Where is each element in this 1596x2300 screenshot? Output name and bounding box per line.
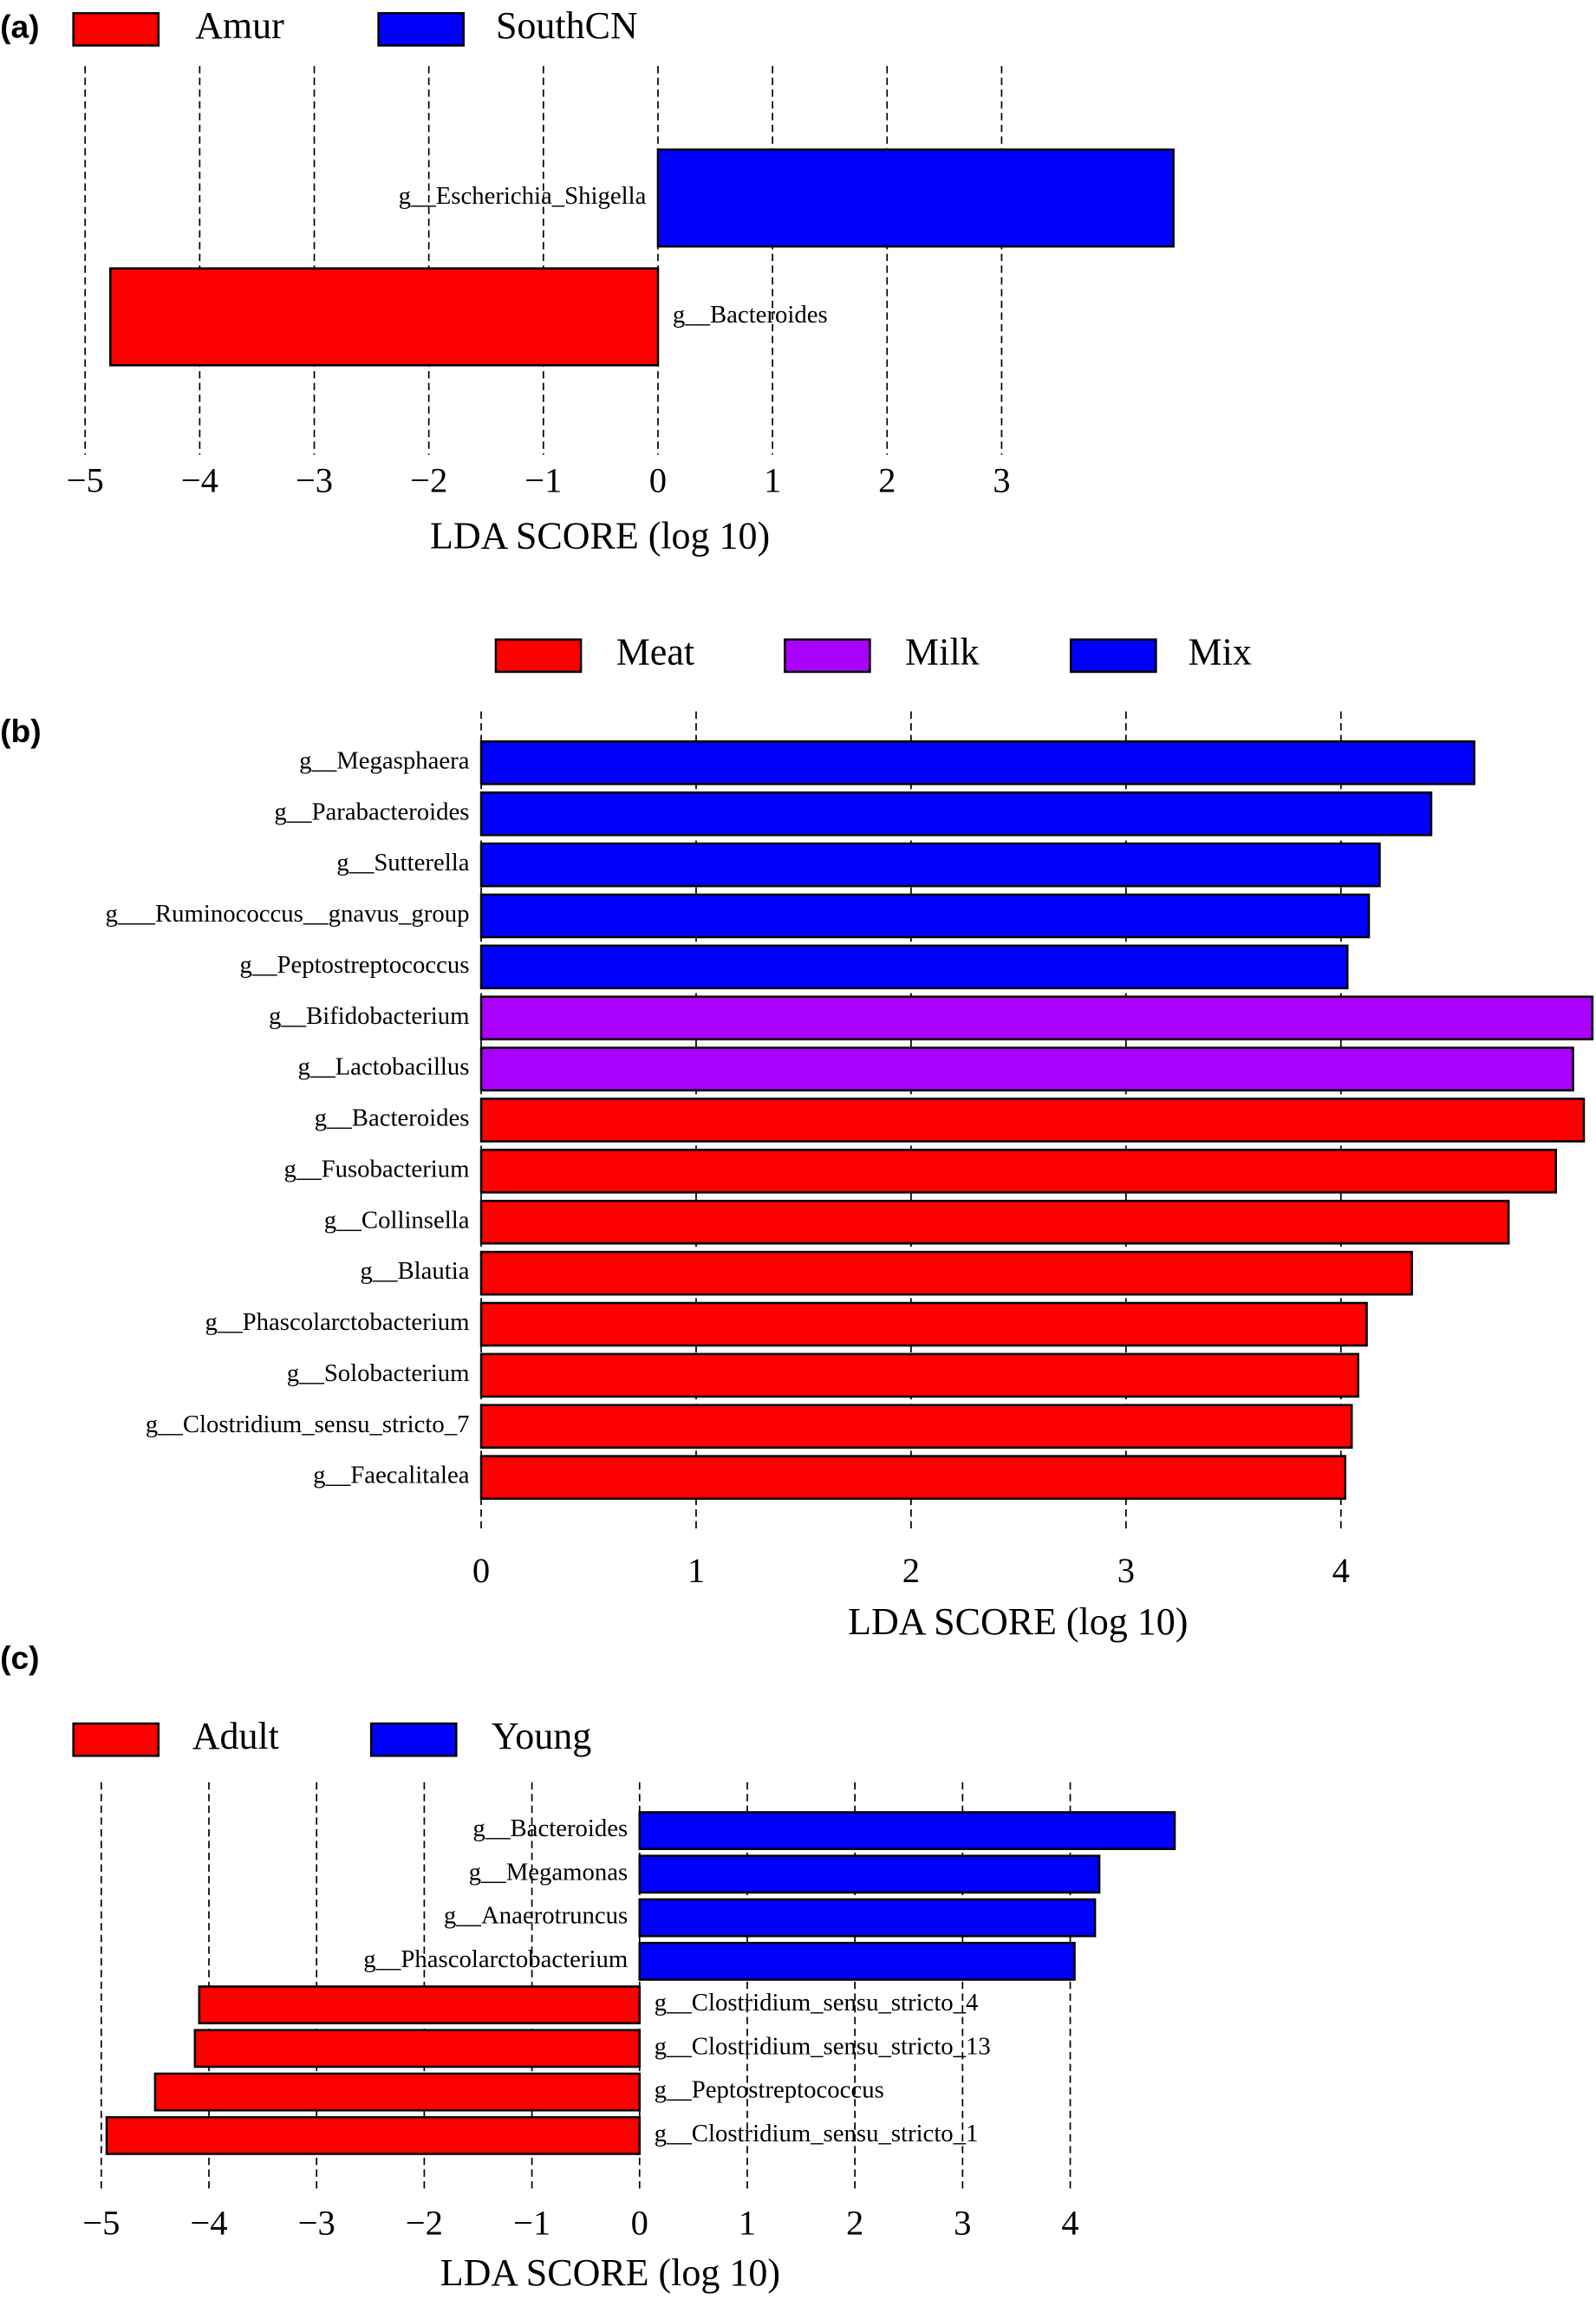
category-label: g__Lactobacillus bbox=[298, 1053, 470, 1081]
x-tick-label: 0 bbox=[472, 1551, 490, 1590]
x-tick-label: −2 bbox=[410, 461, 447, 500]
category-label: g__Fusobacterium bbox=[284, 1155, 470, 1183]
category-label: g__Peptostreptococcus bbox=[655, 2076, 884, 2104]
x-tick-label: 3 bbox=[993, 461, 1010, 500]
bar bbox=[105, 2115, 642, 2155]
panel-label: (b) bbox=[0, 713, 42, 749]
x-tick-label: 4 bbox=[1332, 1551, 1350, 1590]
x-tick-label: 2 bbox=[846, 2204, 863, 2243]
x-tick-label: 0 bbox=[631, 2204, 648, 2243]
category-label: g__Faecalitalea bbox=[313, 1462, 470, 1489]
bar bbox=[479, 1199, 1510, 1245]
legend-swatch bbox=[377, 11, 466, 47]
category-label: g__Sutterella bbox=[336, 849, 470, 876]
category-label: g__Bacteroides bbox=[472, 1815, 628, 1842]
legend-label: Milk bbox=[905, 630, 980, 673]
bar bbox=[638, 1811, 1176, 1850]
x-tick-label: 3 bbox=[1117, 1551, 1135, 1590]
category-label: g__Parabacteroides bbox=[274, 798, 469, 825]
bar bbox=[479, 1455, 1347, 1500]
bar bbox=[638, 1941, 1076, 1981]
category-label: g__Bacteroides bbox=[315, 1104, 470, 1132]
bar bbox=[479, 1404, 1353, 1450]
category-label: g__Clostridium_sensu_stricto_1 bbox=[655, 2120, 979, 2147]
category-label: g__Anaerotruncus bbox=[444, 1902, 628, 1930]
panel-label: (a) bbox=[0, 9, 40, 45]
legend-label: SouthCN bbox=[496, 4, 638, 47]
x-tick-label: 1 bbox=[739, 2204, 756, 2243]
x-tick-label: 3 bbox=[954, 2204, 971, 2243]
bar bbox=[193, 2029, 642, 2069]
bar bbox=[479, 842, 1381, 888]
category-label: g__Clostridium_sensu_stricto_7 bbox=[146, 1411, 470, 1438]
x-tick-label: 4 bbox=[1061, 2204, 1078, 2243]
bar bbox=[638, 1898, 1097, 1938]
x-axis-label: LDA SCORE (log 10) bbox=[848, 1600, 1188, 1643]
bar bbox=[479, 995, 1594, 1041]
bar bbox=[638, 1854, 1101, 1894]
x-axis-label: LDA SCORE (log 10) bbox=[440, 2251, 780, 2294]
bar bbox=[479, 1149, 1557, 1194]
legend-swatch bbox=[72, 1722, 160, 1757]
bar bbox=[153, 2072, 642, 2112]
bar bbox=[479, 1352, 1359, 1398]
x-tick-label: 2 bbox=[902, 1551, 920, 1590]
category-label: g__Blautia bbox=[360, 1257, 469, 1285]
legend-swatch bbox=[1069, 638, 1157, 674]
x-tick-label: 0 bbox=[649, 461, 667, 500]
category-label: g__Phascolarctobacterium bbox=[205, 1308, 470, 1336]
bar bbox=[479, 1250, 1413, 1296]
bar bbox=[479, 1301, 1368, 1347]
legend-label: Young bbox=[492, 1715, 591, 1757]
legend-label: Mix bbox=[1189, 630, 1252, 673]
x-tick-label: −3 bbox=[296, 461, 333, 500]
category-label: g__Bifidobacterium bbox=[269, 1002, 470, 1030]
panel-label: (c) bbox=[0, 1639, 40, 1676]
category-label: g__Megamonas bbox=[469, 1858, 629, 1886]
x-tick-label: −4 bbox=[190, 2204, 227, 2243]
legend-swatch bbox=[494, 638, 583, 674]
category-label: g__Solobacterium bbox=[287, 1359, 470, 1387]
category-label: g__Collinsella bbox=[324, 1206, 470, 1234]
legend-label: Adult bbox=[192, 1715, 279, 1757]
x-tick-label: −4 bbox=[181, 461, 218, 500]
x-tick-label: −2 bbox=[406, 2204, 443, 2243]
bar bbox=[109, 267, 660, 367]
category-label: g__Peptostreptococcus bbox=[239, 951, 469, 979]
bar bbox=[479, 740, 1475, 785]
legend-swatch bbox=[784, 638, 871, 674]
x-tick-label: −5 bbox=[67, 461, 104, 500]
bar bbox=[479, 791, 1433, 837]
bar bbox=[198, 1985, 642, 2024]
x-tick-label: 1 bbox=[764, 461, 781, 500]
x-tick-label: −1 bbox=[524, 461, 562, 500]
bar bbox=[479, 1046, 1574, 1091]
bar bbox=[656, 148, 1175, 248]
legend-label: Amur bbox=[195, 4, 284, 47]
x-tick-label: −1 bbox=[513, 2204, 550, 2243]
category-label: g__Clostridium_sensu_stricto_13 bbox=[655, 2032, 991, 2060]
legend-label: Meat bbox=[616, 630, 694, 673]
x-axis-label: LDA SCORE (log 10) bbox=[430, 515, 770, 557]
category-label: g___Ruminococcus__gnavus_group bbox=[105, 900, 469, 928]
x-tick-label: −3 bbox=[298, 2204, 335, 2243]
category-label: g__Bacteroides bbox=[673, 301, 828, 329]
bar bbox=[479, 1098, 1586, 1143]
x-tick-label: −5 bbox=[82, 2204, 120, 2243]
bar bbox=[479, 944, 1349, 990]
bar bbox=[479, 893, 1371, 939]
x-tick-label: 2 bbox=[878, 461, 896, 500]
category-label: g__Megasphaera bbox=[299, 746, 470, 774]
legend-swatch bbox=[72, 11, 160, 47]
x-tick-label: 1 bbox=[687, 1551, 705, 1590]
legend-swatch bbox=[369, 1722, 458, 1757]
category-label: g__Clostridium_sensu_stricto_4 bbox=[655, 1989, 979, 2017]
category-label: g__Escherichia_Shigella bbox=[399, 182, 647, 210]
category-label: g__Phascolarctobacterium bbox=[363, 1945, 628, 1973]
